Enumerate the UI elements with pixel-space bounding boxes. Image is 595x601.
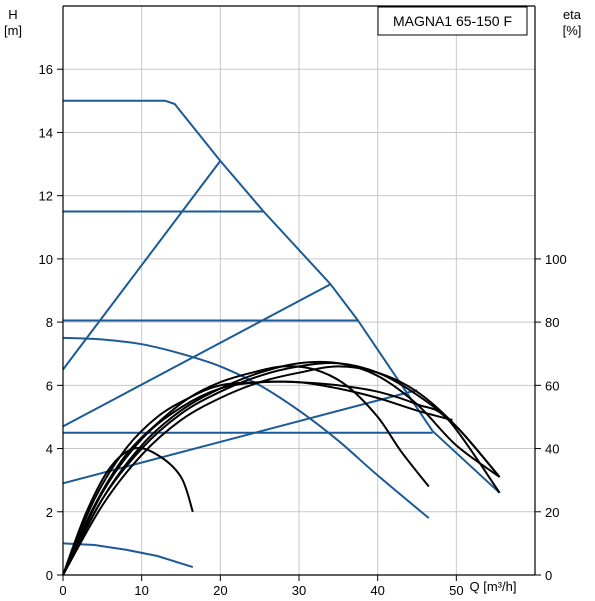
left-tick-label: 12 <box>39 189 53 204</box>
pump-curves <box>62 99 501 569</box>
right-axis-title-line2: [%] <box>563 23 582 38</box>
efficiency-curve <box>62 380 453 576</box>
efficiency-curves <box>62 360 501 576</box>
left-tick-label: 6 <box>46 378 53 393</box>
pump-curve <box>62 283 331 428</box>
efficiency-curve <box>62 365 430 576</box>
left-tick-label: 14 <box>39 125 53 140</box>
right-tick-label: 40 <box>545 442 559 457</box>
x-tick-label: 50 <box>449 583 463 598</box>
model-label-box <box>377 6 528 36</box>
x-tick-label: 40 <box>370 583 384 598</box>
left-tick-label: 10 <box>39 252 53 267</box>
model-label: MAGNA1 65-150 F <box>393 13 512 29</box>
right-tick-label: 100 <box>545 252 567 267</box>
right-axis-title-line1: eta <box>563 7 582 22</box>
x-tick-label: 0 <box>59 583 66 598</box>
left-tick-label: 2 <box>46 505 53 520</box>
left-axis-title-line2: [m] <box>4 23 22 38</box>
left-tick-label: 4 <box>46 442 53 457</box>
right-tick-label: 0 <box>545 568 552 583</box>
tick-labels: 0 2 4 6 8 10 12 14 16 0 20 40 60 80 100 0 10 20 30 40 50 <box>39 62 567 598</box>
right-tick-label: 60 <box>545 378 559 393</box>
right-tick-label: 80 <box>545 315 559 330</box>
right-tick-label: 20 <box>545 505 559 520</box>
left-tick-label: 8 <box>46 315 53 330</box>
pump-curve <box>62 389 418 485</box>
pump-curve <box>62 160 222 371</box>
x-axis-title: Q [m³/h] <box>470 579 517 594</box>
left-axis-title-line1: H <box>8 7 17 22</box>
pump-curve <box>62 542 194 569</box>
x-tick-label: 20 <box>213 583 227 598</box>
x-tick-label: 30 <box>292 583 306 598</box>
efficiency-curve <box>62 365 501 576</box>
left-tick-label: 16 <box>39 62 53 77</box>
x-tick-label: 10 <box>134 583 148 598</box>
efficiency-curve <box>62 361 501 576</box>
pump-curve <box>62 336 430 519</box>
left-tick-label: 0 <box>46 568 53 583</box>
